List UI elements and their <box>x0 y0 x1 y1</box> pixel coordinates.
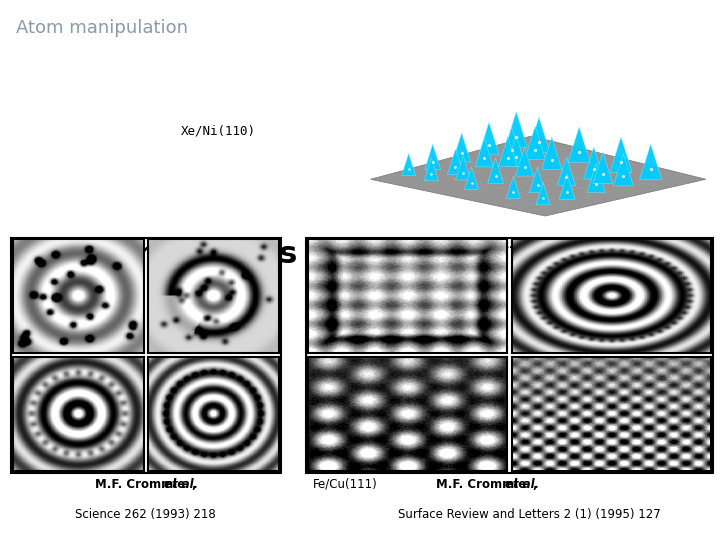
Polygon shape <box>559 174 575 199</box>
Polygon shape <box>505 112 527 147</box>
Polygon shape <box>502 128 522 160</box>
Polygon shape <box>506 176 521 198</box>
Text: M.F. Crommie: M.F. Crommie <box>95 478 190 491</box>
Bar <box>11 238 281 472</box>
Text: Science 262 (1993) 218: Science 262 (1993) 218 <box>76 508 216 521</box>
Polygon shape <box>498 137 517 167</box>
Bar <box>306 238 713 472</box>
Polygon shape <box>506 136 526 166</box>
Polygon shape <box>402 153 415 176</box>
Polygon shape <box>456 156 471 180</box>
Polygon shape <box>536 183 550 205</box>
Polygon shape <box>639 144 662 180</box>
Polygon shape <box>593 152 613 184</box>
Text: Atom manipulation: Atom manipulation <box>16 19 188 37</box>
Polygon shape <box>425 144 441 170</box>
Text: Xe/Ni(110): Xe/Ni(110) <box>181 124 256 137</box>
Text: D.M. Eigler: D.M. Eigler <box>366 240 438 253</box>
Polygon shape <box>516 147 534 176</box>
Polygon shape <box>479 123 499 154</box>
Text: Quantum corrals: Quantum corrals <box>11 240 297 269</box>
Text: , Nature 344 (1990) 524: , Nature 344 (1990) 524 <box>447 240 598 253</box>
Polygon shape <box>464 167 479 190</box>
Polygon shape <box>525 126 546 160</box>
Polygon shape <box>487 158 503 184</box>
Polygon shape <box>424 158 438 181</box>
Polygon shape <box>610 137 632 172</box>
Polygon shape <box>568 127 590 163</box>
Polygon shape <box>475 138 493 167</box>
Text: ,: , <box>532 478 536 491</box>
Text: Surface Review and Letters 2 (1) (1995) 127: Surface Review and Letters 2 (1) (1995) … <box>398 508 661 521</box>
Polygon shape <box>584 147 604 179</box>
Polygon shape <box>371 136 706 216</box>
Polygon shape <box>528 117 550 153</box>
Text: et al.: et al. <box>505 478 539 491</box>
Text: Fe/Cu(111): Fe/Cu(111) <box>313 478 378 491</box>
Polygon shape <box>541 137 562 169</box>
Polygon shape <box>529 167 546 193</box>
Text: et al.: et al. <box>164 478 198 491</box>
Polygon shape <box>587 164 605 192</box>
Text: M.F. Crommie: M.F. Crommie <box>436 478 531 491</box>
Polygon shape <box>613 154 634 186</box>
Polygon shape <box>557 157 575 186</box>
Text: ,: , <box>192 478 196 491</box>
Polygon shape <box>453 133 471 162</box>
Polygon shape <box>448 149 464 174</box>
Text: et al.: et al. <box>421 240 453 253</box>
